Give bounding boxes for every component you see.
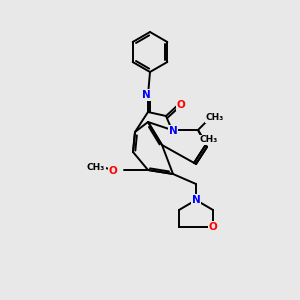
Text: N: N	[142, 90, 150, 100]
Text: O: O	[208, 222, 217, 232]
Text: CH₃: CH₃	[206, 113, 224, 122]
Text: O: O	[177, 100, 185, 110]
Text: CH₃: CH₃	[200, 136, 218, 145]
Text: CH₃: CH₃	[87, 163, 105, 172]
Text: N: N	[169, 126, 177, 136]
Text: O: O	[109, 166, 117, 176]
Text: N: N	[192, 195, 200, 205]
